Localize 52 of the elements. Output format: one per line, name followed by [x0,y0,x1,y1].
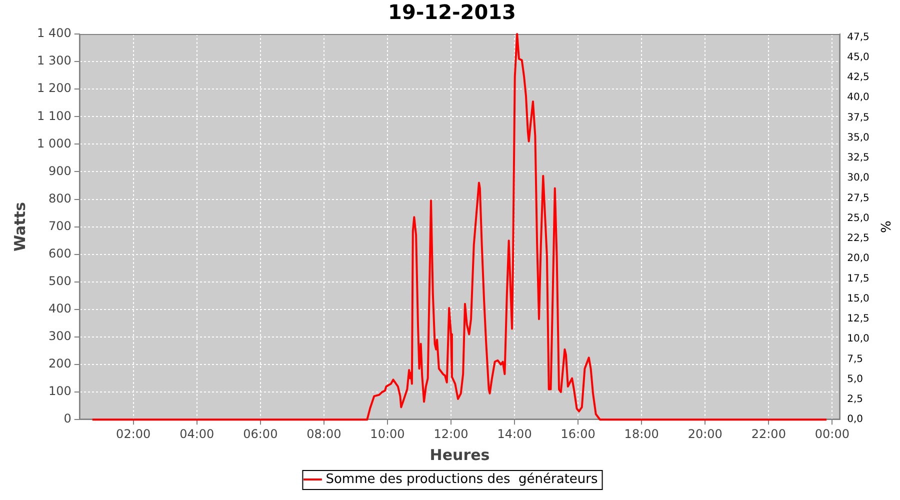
x-tick-label: 10:00 [370,426,405,441]
y-tick-label: 700 [48,218,72,233]
y2-tick-label: 22,5 [847,233,870,244]
x-tick-label: 14:00 [497,426,532,441]
y-tick-label: 100 [48,384,72,398]
x-tick-label: 16:00 [560,426,596,441]
x-tick-label: 04:00 [180,426,214,441]
y-tick-label: 900 [48,164,72,178]
y2-tick-label: 15,0 [847,293,870,304]
x-tick-label: 08:00 [306,426,342,441]
y2-tick-label: 20,0 [847,253,870,264]
x-tick-label: 02:00 [116,426,151,441]
y-tick-label: 400 [48,302,72,316]
y-tick-label: 600 [48,246,72,260]
x-tick-label: 06:00 [243,426,278,441]
y-tick-label: 800 [48,191,72,206]
y-tick-label: 500 [48,274,72,288]
y-tick-label: 300 [48,329,72,344]
y-tick-label: 1 200 [36,81,72,96]
legend-label: Somme des productions des générateurs [326,472,598,487]
chart-title: 19-12-2013 [388,0,516,24]
x-axis-title: Heures [430,446,490,464]
y2-tick-label: 25,0 [847,212,870,224]
y-tick-label: 1 000 [36,136,72,150]
y2-tick-label: 45,0 [847,52,870,63]
y-tick-label: 1 100 [36,108,72,123]
y2-tick-label: 27,5 [847,192,870,204]
y2-tick-label: 5,0 [847,374,864,385]
y2-tick-label: 42,5 [847,72,870,84]
y2-tick-label: 10,0 [847,334,870,345]
x-tick-label: 12:00 [434,426,468,441]
y2-tick-label: 40,0 [847,92,870,104]
y2-tick-label: 7,5 [847,354,864,365]
y2-tick-label: 37,5 [847,112,870,124]
x-tick-label: 22:00 [751,426,786,441]
y2-tick-label: 47,5 [847,32,870,43]
y-axis-title: Watts [10,202,29,252]
x-tick-label: 20:00 [688,426,722,441]
y2-tick-label: 35,0 [847,132,870,144]
x-tick-label: 00:00 [814,426,850,441]
y2-tick-label: 17,5 [847,273,870,284]
y-tick-label: 200 [48,356,72,371]
y2-tick-label: 32,5 [847,152,870,164]
y2-tick-label: 0,0 [847,414,864,426]
y2-tick-label: 2,5 [847,394,864,406]
y2-tick-label: 12,5 [847,314,870,325]
y2-axis-title: % [876,220,892,233]
y-tick-label: 0 [64,412,72,426]
y-tick-label: 1 400 [36,26,72,40]
x-tick-label: 18:00 [624,426,659,441]
y-tick-label: 1 300 [36,54,72,68]
y2-tick-label: 30,0 [847,172,870,184]
